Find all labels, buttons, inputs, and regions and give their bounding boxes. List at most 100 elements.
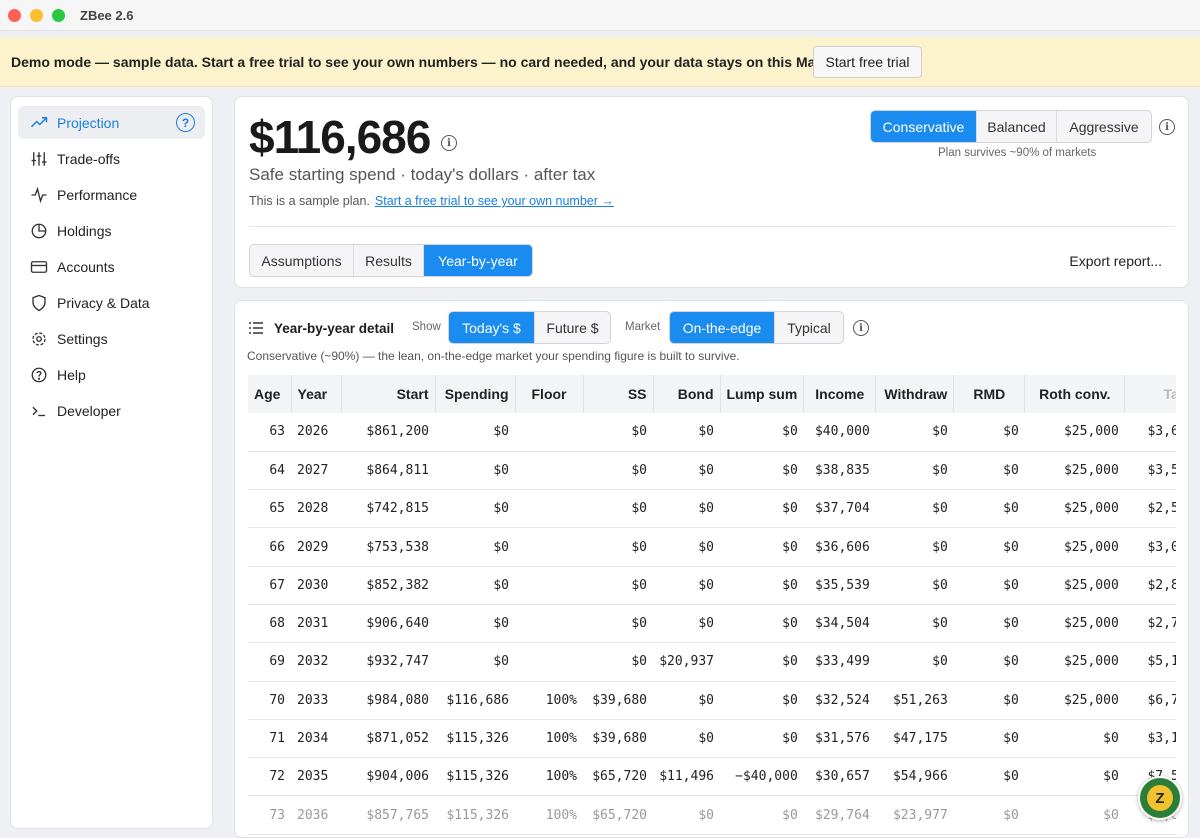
- sidebar-item-accounts[interactable]: Accounts: [18, 250, 205, 283]
- column-header[interactable]: Age: [248, 375, 292, 413]
- typical-option[interactable]: Typical: [787, 319, 831, 336]
- strategy-balanced[interactable]: Balanced: [977, 111, 1057, 142]
- table-row[interactable]: 72 2035 $904,006 $115,326 100% $65,720 $11,496…: [248, 757, 1176, 797]
- table-cell: $0: [720, 719, 804, 759]
- table-cell: $857,765: [341, 795, 435, 835]
- table-cell: $25,000: [1024, 413, 1125, 452]
- sidebar-item-performance[interactable]: Performance: [18, 178, 205, 211]
- column-header[interactable]: Ta: [1124, 375, 1176, 413]
- minimize-window-button[interactable]: [30, 9, 43, 22]
- column-header[interactable]: RMD: [953, 375, 1026, 413]
- table-cell: $31,576: [803, 719, 876, 759]
- table-cell: $0: [653, 795, 720, 835]
- table-row[interactable]: 73 2036 $857,765 $115,326 100% $65,720 $0 $0 $29…: [248, 795, 1176, 835]
- tab-year-by-year[interactable]: Year-by-year: [424, 245, 532, 276]
- table-row[interactable]: 66 2029 $753,538 $0 $0 $0 $0 $36,606 $0 $0 $25,000…: [248, 527, 1176, 567]
- table-cell: 100%: [515, 681, 583, 720]
- table-cell: 70: [248, 681, 291, 720]
- table-cell: 2035: [291, 757, 341, 797]
- table-cell: $0: [953, 527, 1025, 567]
- export-report-button[interactable]: Export report...: [1069, 253, 1162, 269]
- table-cell: $0: [720, 681, 804, 720]
- table-cell: 2032: [291, 642, 341, 682]
- column-header[interactable]: Spending: [435, 375, 516, 413]
- table-cell: $0: [720, 451, 804, 491]
- strategy-selector: Conservative Balanced Aggressive: [870, 110, 1152, 143]
- demo-banner-text: Demo mode — sample data. Start a free tr…: [11, 53, 828, 70]
- table-cell: 73: [248, 795, 291, 835]
- strategy-aggressive[interactable]: Aggressive: [1069, 118, 1139, 135]
- table-cell: $51,263: [875, 681, 954, 720]
- market-label: Market: [625, 321, 661, 333]
- column-header[interactable]: Floor: [515, 375, 584, 413]
- sidebar-item-label: Accounts: [57, 258, 115, 275]
- todays-dollars-option[interactable]: Today's $: [449, 312, 535, 343]
- future-dollars-option[interactable]: Future $: [546, 319, 599, 336]
- gear-icon: [30, 330, 48, 348]
- table-cell: $3,0: [1124, 527, 1176, 567]
- table-row[interactable]: 65 2028 $742,815 $0 $0 $0 $0 $37,704 $0 $0 $25,000…: [248, 489, 1176, 529]
- table-cell: $0: [653, 566, 720, 605]
- zoom-window-button[interactable]: [52, 9, 65, 22]
- table-cell: $32,524: [803, 681, 876, 720]
- sidebar-item-holdings[interactable]: Holdings: [18, 214, 205, 247]
- column-header[interactable]: Lump sum: [720, 375, 805, 413]
- column-header[interactable]: Income: [803, 375, 877, 413]
- strategy-conservative[interactable]: Conservative: [871, 111, 977, 142]
- table-cell: 2030: [291, 566, 341, 605]
- view-tabs: Assumptions Results Year-by-year: [249, 244, 533, 277]
- table-cell: [515, 642, 583, 682]
- table-cell: [515, 451, 583, 491]
- table-row[interactable]: 67 2030 $852,382 $0 $0 $0 $0 $35,539 $0 $0 $25,000…: [248, 566, 1176, 605]
- tab-assumptions[interactable]: Assumptions: [250, 245, 354, 276]
- list-icon: [249, 322, 263, 334]
- window-titlebar: ZBee 2.6: [0, 0, 1200, 31]
- table-cell: $0: [653, 413, 720, 452]
- sidebar-item-help[interactable]: Help: [18, 358, 205, 391]
- table-cell: $0: [653, 451, 720, 491]
- table-cell: 2031: [291, 604, 341, 644]
- column-header[interactable]: Start: [341, 375, 436, 413]
- column-header[interactable]: Withdraw: [875, 375, 955, 413]
- table-cell: $0: [583, 527, 653, 567]
- start-trial-link[interactable]: Start a free trial to see your own numbe…: [374, 194, 614, 208]
- table-cell: $0: [1024, 757, 1125, 797]
- table-cell: 2026: [291, 413, 341, 452]
- assistant-avatar-button[interactable]: Z: [1138, 776, 1182, 820]
- column-header[interactable]: Roth conv.: [1024, 375, 1126, 413]
- table-cell: $25,000: [1024, 604, 1125, 644]
- on-the-edge-option[interactable]: On-the-edge: [670, 312, 775, 343]
- market-info-icon[interactable]: i: [853, 320, 869, 336]
- year-by-year-table-wrapper[interactable]: Age Year Start Spending Floor SS Bond Lump sum I…: [248, 375, 1176, 837]
- sidebar-item-settings[interactable]: Settings: [18, 322, 205, 355]
- sidebar-item-developer[interactable]: Developer: [18, 394, 205, 427]
- info-icon[interactable]: i: [441, 135, 457, 151]
- start-free-trial-button[interactable]: Start free trial: [813, 46, 922, 78]
- table-cell: $25,000: [1024, 489, 1125, 529]
- strategy-info-icon[interactable]: i: [1159, 119, 1175, 135]
- sidebar-item-trade-offs[interactable]: Trade-offs: [18, 142, 205, 175]
- table-row[interactable]: 64 2027 $864,811 $0 $0 $0 $0 $38,835 $0 $0 $25,000…: [248, 451, 1176, 491]
- table-cell: $0: [720, 489, 804, 529]
- table-cell: [515, 604, 583, 644]
- column-header[interactable]: SS: [583, 375, 654, 413]
- column-header[interactable]: Year: [291, 375, 342, 413]
- table-row[interactable]: 63 2026 $861,200 $0 $0 $0 $0 $40,000 $0 $0 $25,000…: [248, 413, 1176, 452]
- help-badge-icon[interactable]: ?: [176, 113, 195, 132]
- tab-results[interactable]: Results: [354, 245, 424, 276]
- table-cell: $0: [583, 566, 653, 605]
- table-cell: 63: [248, 413, 291, 452]
- table-cell: $0: [653, 527, 720, 567]
- table-row[interactable]: 70 2033 $984,080 $116,686 100% $39,680 $0 $0 $32…: [248, 681, 1176, 720]
- show-label: Show: [412, 321, 441, 333]
- column-header[interactable]: Bond: [653, 375, 721, 413]
- table-cell: $20,937: [653, 642, 720, 682]
- table-row[interactable]: 69 2032 $932,747 $0 $0 $20,937 $0 $33,499 $0 $0 $2…: [248, 642, 1176, 682]
- table-row[interactable]: 68 2031 $906,640 $0 $0 $0 $0 $34,504 $0 $0 $25,000…: [248, 604, 1176, 644]
- close-window-button[interactable]: [8, 9, 21, 22]
- table-cell: $0: [435, 489, 515, 529]
- table-row[interactable]: 71 2034 $871,052 $115,326 100% $39,680 $0 $0 $31…: [248, 719, 1176, 759]
- sidebar-item-projection[interactable]: Projection ?: [18, 106, 205, 139]
- sidebar-item-privacy-data[interactable]: Privacy & Data: [18, 286, 205, 319]
- table-cell: $0: [953, 566, 1025, 605]
